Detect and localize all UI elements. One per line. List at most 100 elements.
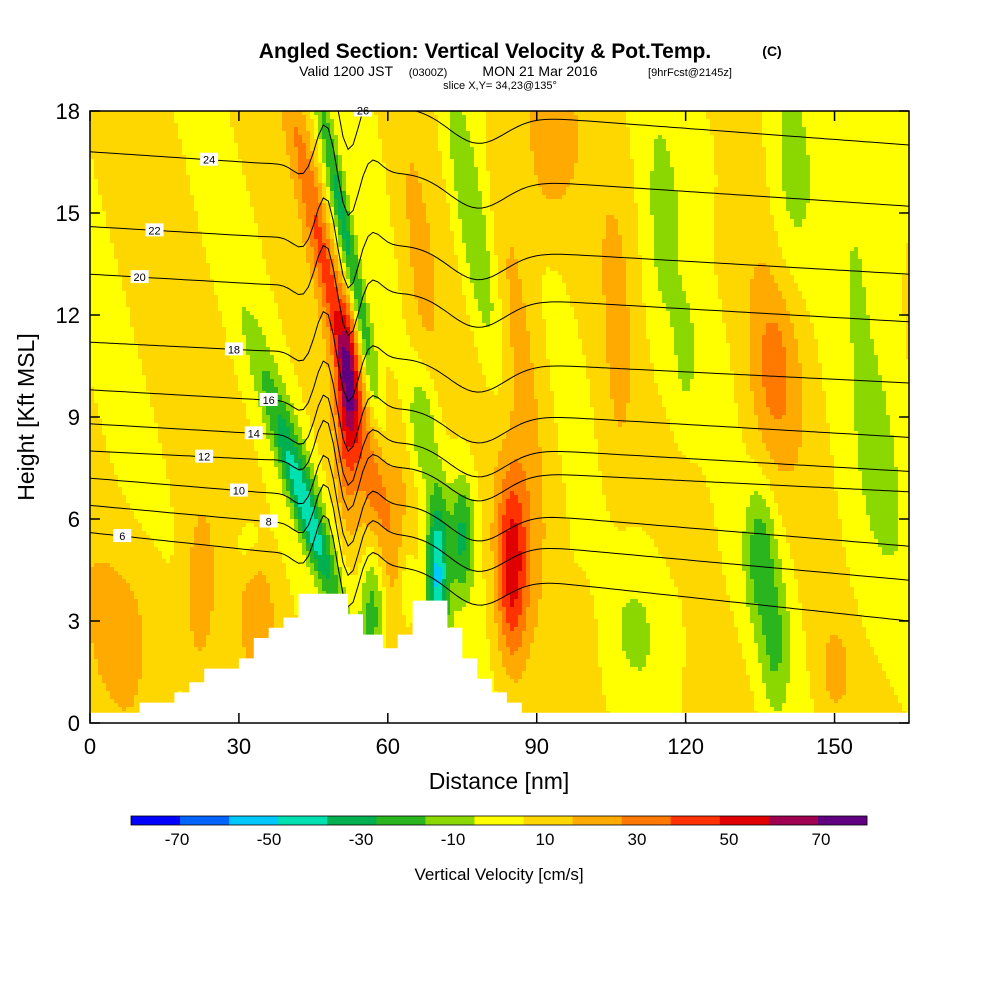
velocity-cell xyxy=(150,175,155,180)
velocity-cell xyxy=(374,187,379,192)
velocity-cell xyxy=(846,199,851,204)
velocity-cell xyxy=(458,191,463,196)
velocity-cell xyxy=(106,207,111,212)
velocity-cell xyxy=(770,191,775,196)
velocity-cell xyxy=(762,127,767,132)
velocity-cell xyxy=(534,127,539,132)
velocity-cell xyxy=(802,163,807,168)
velocity-cell xyxy=(806,163,811,168)
velocity-cell xyxy=(518,199,523,204)
velocity-cell xyxy=(666,151,671,156)
velocity-cell xyxy=(406,139,411,144)
velocity-cell xyxy=(182,131,187,136)
velocity-cell xyxy=(618,127,623,132)
velocity-cell xyxy=(590,155,595,160)
velocity-cell xyxy=(206,139,211,144)
velocity-cell xyxy=(102,199,107,204)
velocity-cell xyxy=(218,207,223,212)
velocity-cell xyxy=(198,115,203,120)
velocity-cell xyxy=(894,155,899,160)
velocity-cell xyxy=(770,151,775,156)
velocity-cell xyxy=(846,167,851,172)
velocity-cell xyxy=(226,183,231,188)
velocity-cell xyxy=(754,151,759,156)
velocity-cell xyxy=(98,199,103,204)
velocity-cell xyxy=(634,175,639,180)
velocity-cell xyxy=(402,167,407,172)
velocity-cell xyxy=(658,183,663,188)
velocity-cell xyxy=(234,115,239,120)
velocity-cell xyxy=(306,155,311,160)
velocity-cell xyxy=(462,115,467,120)
velocity-cell xyxy=(674,135,679,140)
velocity-cell xyxy=(790,123,795,128)
velocity-cell xyxy=(414,199,419,204)
velocity-cell xyxy=(330,119,335,124)
velocity-cell xyxy=(530,147,535,152)
velocity-cell xyxy=(902,151,907,156)
velocity-cell xyxy=(238,155,243,160)
velocity-cell xyxy=(890,183,895,188)
velocity-cell xyxy=(526,199,531,204)
velocity-cell xyxy=(474,179,479,184)
velocity-cell xyxy=(758,159,763,164)
velocity-cell xyxy=(114,203,119,208)
velocity-cell xyxy=(502,115,507,120)
velocity-cell xyxy=(750,191,755,196)
velocity-cell xyxy=(898,179,903,184)
velocity-cell xyxy=(642,203,647,208)
velocity-cell xyxy=(646,119,651,124)
velocity-cell xyxy=(238,179,243,184)
velocity-cell xyxy=(558,195,563,200)
velocity-cell xyxy=(698,163,703,168)
velocity-cell xyxy=(154,199,159,204)
velocity-cell xyxy=(126,203,131,208)
velocity-cell xyxy=(898,135,903,140)
velocity-cell xyxy=(94,207,99,212)
velocity-cell xyxy=(386,139,391,144)
velocity-cell xyxy=(878,187,883,192)
velocity-cell xyxy=(506,139,511,144)
velocity-cell xyxy=(338,143,343,148)
velocity-cell xyxy=(630,159,635,164)
velocity-cell xyxy=(278,123,283,128)
velocity-cell xyxy=(102,119,107,124)
velocity-cell xyxy=(498,159,503,164)
velocity-cell xyxy=(366,131,371,136)
velocity-cell xyxy=(654,199,659,204)
velocity-cell xyxy=(562,115,567,120)
velocity-cell xyxy=(206,147,211,152)
velocity-cell xyxy=(686,203,691,208)
velocity-cell xyxy=(542,127,547,132)
velocity-cell xyxy=(202,195,207,200)
velocity-cell xyxy=(870,159,875,164)
velocity-cell xyxy=(114,187,119,192)
velocity-cell xyxy=(686,163,691,168)
velocity-cell xyxy=(506,163,511,168)
velocity-cell xyxy=(594,147,599,152)
velocity-cell xyxy=(230,175,235,180)
velocity-cell xyxy=(266,171,271,176)
velocity-cell xyxy=(842,191,847,196)
velocity-cell xyxy=(670,199,675,204)
velocity-cell xyxy=(298,151,303,156)
velocity-cell xyxy=(134,115,139,120)
velocity-cell xyxy=(890,159,895,164)
velocity-cell xyxy=(790,159,795,164)
velocity-cell xyxy=(666,195,671,200)
velocity-cell xyxy=(550,175,555,180)
velocity-cell xyxy=(202,199,207,204)
velocity-cell xyxy=(286,147,291,152)
velocity-cell xyxy=(570,179,575,184)
velocity-cell xyxy=(102,115,107,120)
velocity-cell xyxy=(170,147,175,152)
velocity-cell xyxy=(750,203,755,208)
velocity-cell xyxy=(534,151,539,156)
velocity-cell xyxy=(174,151,179,156)
velocity-cell xyxy=(886,131,891,136)
velocity-cell xyxy=(466,143,471,148)
velocity-cell xyxy=(718,135,723,140)
velocity-cell xyxy=(586,167,591,172)
velocity-cell xyxy=(894,123,899,128)
velocity-cell xyxy=(682,123,687,128)
